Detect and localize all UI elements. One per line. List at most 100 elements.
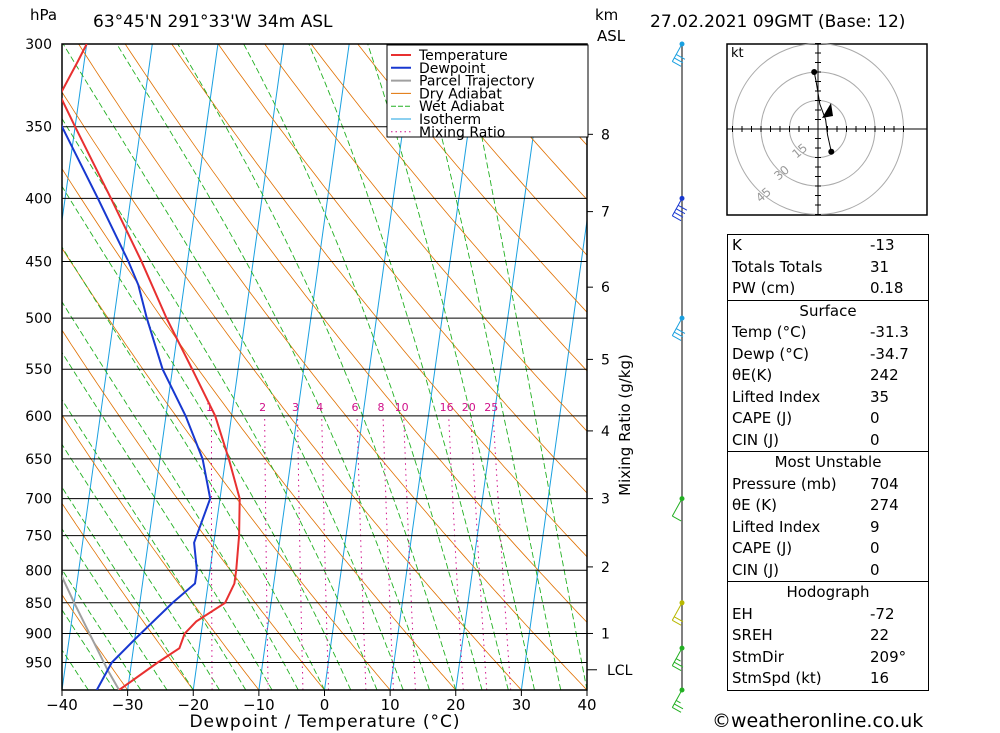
mu-row: Pressure (mb) 704 <box>728 474 928 496</box>
km-tick-label: 1 <box>601 626 610 642</box>
wind-barb <box>671 43 686 67</box>
mu-row: θE (K) 274 <box>728 495 928 517</box>
surface-value: 0 <box>870 430 880 449</box>
hodo-row: EH -72 <box>728 604 928 626</box>
mu-value: 0 <box>870 560 880 579</box>
km-tick-label: 5 <box>601 352 610 368</box>
wind-barb-flag <box>675 658 681 662</box>
surface-row: Lifted Index 35 <box>728 387 928 409</box>
wind-barb-flag <box>674 57 684 64</box>
wet-adiabat-line <box>62 44 404 690</box>
isotherm-line <box>192 44 285 690</box>
mu-label: Pressure (mb) <box>732 474 837 493</box>
wind-barb-flag <box>674 703 684 710</box>
isotherm-line <box>62 44 88 225</box>
wet-adiabat-line <box>367 44 535 690</box>
mixing-ratio-label: 16 <box>440 401 454 414</box>
legend-entry: Temperature <box>418 48 508 64</box>
index-label: PW (cm) <box>732 279 796 297</box>
wind-barb-shaft <box>671 602 683 621</box>
pressure-tick-label: 750 <box>25 529 52 545</box>
wind-barb-shaft <box>671 689 683 708</box>
mu-value: 9 <box>870 517 880 536</box>
credit-text[interactable]: ©weatheronline.co.uk <box>712 710 924 732</box>
mixing-ratio-label: 3 <box>292 401 299 414</box>
index-value: 0.18 <box>870 279 904 297</box>
storm-motion-arrow <box>822 103 833 118</box>
pressure-tick-label: 400 <box>25 191 52 207</box>
mixing-ratio-label: 10 <box>395 401 409 414</box>
pressure-tick-label: 650 <box>25 452 52 468</box>
wet-adiabat-line <box>418 44 562 690</box>
mixing-ratio-label: 8 <box>377 401 384 414</box>
wind-barb-flag <box>674 616 684 623</box>
hodo-label: StmDir <box>732 647 784 666</box>
mixing-ratio-line <box>382 415 394 690</box>
x-tick-label: 10 <box>381 696 400 714</box>
wind-barb-flag <box>672 335 682 341</box>
wind-barb <box>671 198 688 222</box>
isotherm-line <box>324 44 416 690</box>
surface-value: 0 <box>870 409 880 427</box>
wind-barb-flag <box>672 619 682 626</box>
wind-barb <box>671 602 684 626</box>
pressure-tick-label: 850 <box>25 596 52 612</box>
mu-row: CIN (J) 0 <box>728 560 928 582</box>
temperature-line <box>62 44 241 690</box>
pressure-tick-label: 600 <box>25 409 52 425</box>
isotherm-line <box>258 44 350 690</box>
hpa-unit-label: hPa <box>30 6 58 24</box>
mu-label: Lifted Index <box>732 517 821 536</box>
dry-adiabat-line <box>310 44 587 372</box>
pressure-tick-label: 800 <box>25 563 52 579</box>
surface-row: θE(K) 242 <box>728 365 928 387</box>
hodo-label: StmSpd (kt) <box>732 669 822 687</box>
dewpoint-line <box>62 124 212 690</box>
dry-adiabat-line <box>78 44 587 690</box>
index-row-k: K -13 <box>728 235 928 257</box>
wet-adiabat-line <box>177 44 457 690</box>
surface-value: -31.3 <box>870 323 909 341</box>
wind-barb-shaft <box>671 43 683 62</box>
mu-value: 0 <box>870 539 880 557</box>
mixing-ratio-label: 2 <box>259 401 266 414</box>
legend-entry: Mixing Ratio <box>419 125 505 141</box>
wind-barb-shaft <box>671 317 683 336</box>
pressure-tick-label: 550 <box>25 362 52 378</box>
parcel-trajectory-line <box>62 574 120 690</box>
dry-adiabat-line <box>62 594 128 690</box>
surface-value: 242 <box>870 366 899 384</box>
legend-entry: Dry Adiabat <box>419 86 502 102</box>
dry-adiabat-line <box>171 44 587 558</box>
mixing-ratio-line <box>321 415 329 690</box>
x-tick-label: 20 <box>446 696 465 714</box>
x-tick-label: −10 <box>243 696 275 714</box>
surface-label: Dewp (°C) <box>732 344 810 363</box>
surface-value: 35 <box>870 387 890 406</box>
surface-title: Surface <box>799 301 857 320</box>
pressure-tick-label: 300 <box>25 37 52 53</box>
dry-adiabat-line <box>264 44 587 432</box>
x-tick-label: 30 <box>512 696 531 714</box>
hodo-row: StmDir 209° <box>728 647 928 669</box>
surface-label: Lifted Index <box>732 387 821 406</box>
datetime-title: 27.02.2021 09GMT (Base: 12) <box>650 12 906 32</box>
mu-value: 704 <box>870 474 899 493</box>
wind-barb-flag <box>675 328 686 334</box>
dry-adiabat-line <box>62 502 194 690</box>
surface-value: -34.7 <box>870 344 909 363</box>
x-tick-label: 40 <box>577 696 596 714</box>
mixing-ratio-line <box>297 415 304 690</box>
isotherm-line <box>0 44 21 690</box>
mixing-ratio-label: 25 <box>484 401 498 414</box>
mu-row: CAPE (J) 0 <box>728 538 928 560</box>
wind-barb-flag <box>675 54 686 60</box>
hodo-label: EH <box>732 604 753 623</box>
index-row-tt: Totals Totals 31 <box>728 257 928 279</box>
wind-barb-flag <box>674 331 684 338</box>
km-tick-label: 6 <box>601 280 610 296</box>
hodo-label: SREH <box>732 626 773 644</box>
wind-barb-flag <box>672 515 682 522</box>
mu-label: CAPE (J) <box>732 539 793 557</box>
